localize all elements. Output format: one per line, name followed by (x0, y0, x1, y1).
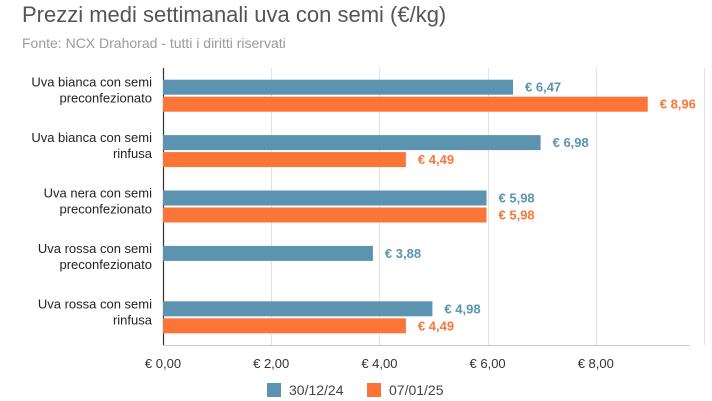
category-label: Uva bianca con semi rinfusa (31, 130, 152, 161)
x-tick-label: € 4,00 (361, 356, 397, 371)
data-label-series2: € 5,98 (499, 208, 535, 223)
bar-series1 (163, 190, 487, 206)
data-label-series2: € 4,49 (418, 318, 454, 333)
legend-label-series1: 30/12/24 (289, 382, 344, 398)
category-label-line: rinfusa (113, 312, 153, 327)
bar-series1 (163, 301, 433, 317)
legend-item-series1: 30/12/24 (267, 382, 344, 398)
bar-series2 (163, 96, 648, 112)
bar-series2 (163, 318, 406, 334)
category-label-line: preconfezionato (59, 91, 152, 106)
bar-series1 (163, 245, 373, 261)
data-label-series1: € 3,88 (385, 246, 421, 261)
chart-subtitle: Fonte: NCX Drahorad - tutti i diritti ri… (22, 35, 286, 51)
category-label-line: Uva nera con semi (44, 186, 152, 201)
bar-series2 (163, 207, 487, 223)
x-tick-label: € 2,00 (253, 356, 289, 371)
legend-swatch-series2 (367, 383, 381, 397)
data-label-series2: € 8,96 (660, 97, 696, 112)
chart-title: Prezzi medi settimanali uva con semi (€/… (22, 2, 447, 27)
category-label-line: Uva rossa con semi (38, 241, 152, 256)
bar-series1 (163, 79, 514, 95)
category-label-line: Uva rossa con semi (38, 296, 152, 311)
legend-label-series2: 07/01/25 (389, 382, 444, 398)
category-label-line: rinfusa (113, 146, 153, 161)
legend-item-series2: 07/01/25 (367, 382, 444, 398)
x-tick-label: € 0,00 (145, 356, 181, 371)
category-label-line: Uva bianca con semi (31, 75, 152, 90)
x-tick-label: € 8,00 (578, 356, 614, 371)
data-label-series1: € 4,98 (444, 301, 480, 316)
category-label: Uva bianca con semi preconfezionato (31, 75, 152, 106)
bar-chart: € 0,00 € 2,00 € 4,00 € 6,00 € 8,00 Uva bianca… (31, 68, 705, 371)
data-label-series1: € 6,47 (525, 80, 561, 95)
legend-swatch-series1 (267, 383, 281, 397)
category-label-line: Uva bianca con semi (31, 130, 152, 145)
bar-series1 (163, 135, 541, 151)
category-label-line: preconfezionato (59, 202, 152, 217)
data-label-series2: € 4,49 (418, 152, 454, 167)
legend: 30/12/24 07/01/25 (0, 382, 712, 400)
category-label: Uva rossa con semi rinfusa (38, 296, 153, 327)
x-tick-label: € 6,00 (470, 356, 506, 371)
category-label-line: preconfezionato (59, 257, 152, 272)
bar-series2 (163, 152, 406, 168)
data-label-series1: € 5,98 (499, 191, 535, 206)
data-label-series1: € 6,98 (553, 135, 589, 150)
category-label: Uva rossa con semi preconfezionato (38, 241, 152, 272)
category-label: Uva nera con semi preconfezionato (44, 186, 152, 217)
